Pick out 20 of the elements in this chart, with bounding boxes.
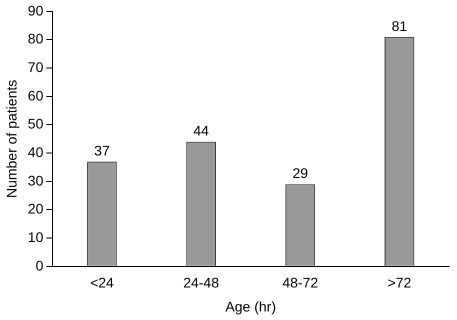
- x-axis-title: Age (hr): [225, 298, 276, 314]
- y-axis-title: Number of patients: [3, 80, 20, 198]
- y-tick-label: 80: [28, 30, 44, 47]
- y-tick-label: 60: [28, 87, 44, 104]
- y-tick-label: 0: [36, 257, 44, 274]
- x-tick-label: >72: [388, 274, 412, 291]
- y-tick-label: 30: [28, 172, 44, 188]
- y-tick-label: 10: [28, 228, 44, 245]
- data-label: 81: [392, 18, 408, 34]
- y-tick-label: 50: [28, 116, 44, 132]
- y-tick-label: 70: [28, 58, 44, 75]
- x-tick-label: 48-72: [282, 274, 318, 291]
- x-tick-label: <24: [90, 274, 114, 291]
- y-tick-label: 40: [28, 144, 44, 160]
- y-tick-label: 20: [28, 200, 44, 217]
- data-label: 29: [292, 165, 308, 182]
- x-tick-label: 24-48: [183, 274, 220, 291]
- data-label: 44: [193, 122, 210, 139]
- data-label: 37: [94, 142, 110, 158]
- y-tick-label: 90: [28, 2, 44, 18]
